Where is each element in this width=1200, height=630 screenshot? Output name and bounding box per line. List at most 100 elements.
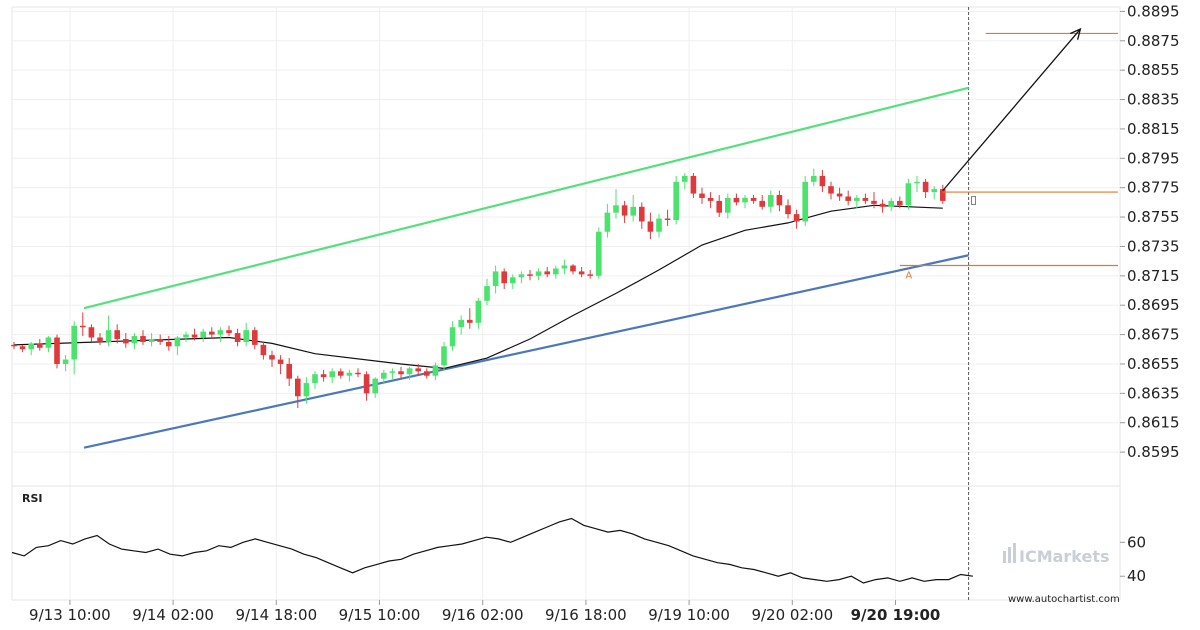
candle-body [80,325,86,328]
candle-body [845,196,851,201]
candle [269,350,275,367]
time-tick-label: 9/19 10:00 [648,606,730,624]
candle [776,190,783,212]
candle [510,274,516,290]
candle [492,265,499,294]
candle-body [183,334,189,338]
candle-body [613,205,619,213]
candle [725,193,731,219]
candle [28,341,34,356]
candle-body [71,325,77,360]
candle [561,259,568,275]
candle-body [673,181,679,220]
candle-body [28,343,34,350]
candle [286,358,292,386]
candle [183,331,189,342]
candle [673,175,679,225]
candle [845,190,851,206]
candle [458,315,464,335]
candle [312,371,318,389]
candle [828,181,834,200]
trend-channel [83,86,969,449]
candle [303,377,310,404]
candle [131,333,138,350]
candle-body [518,274,525,278]
candle [467,308,473,329]
candle-body [19,346,26,350]
candle [535,268,542,281]
candlesticks [11,168,946,409]
candle-body [157,338,163,342]
price-tick-label: 0.8895 [1127,2,1180,20]
candle [707,192,714,209]
candle-body [424,371,430,376]
candle [338,368,344,379]
price-tick-label: 0.8755 [1127,208,1180,226]
price-tick-label: 0.8815 [1127,120,1180,138]
price-tick-label: 0.8615 [1127,414,1180,432]
candle-body [45,337,52,348]
candle-body [544,271,550,275]
candle [862,193,869,204]
candle-body [191,334,198,338]
candle-body [303,383,310,397]
candle-body [441,346,447,366]
time-tick-label: 9/20 02:00 [751,606,833,624]
candle [922,178,929,198]
candle-body [501,271,507,284]
forecast-arrow [942,27,1082,192]
candle-body [828,186,834,194]
price-tick-label: 0.8795 [1127,149,1180,167]
candle [518,271,525,284]
candle-body [389,371,396,373]
candle-body [458,319,464,328]
candle-body [363,374,370,394]
candle [71,321,77,375]
candle [733,193,740,206]
candle-body [415,368,421,372]
rsi-label: RSI [22,492,43,505]
forecast-arrow-head-icon [1070,27,1082,40]
moving-average [13,204,943,370]
grid [11,6,1121,601]
candle-body [535,271,542,276]
price-tick-label: 0.8595 [1127,443,1180,461]
candle-body [277,359,284,364]
candle [11,341,17,350]
price-tick-label: 0.8855 [1127,61,1180,79]
candle [406,366,413,381]
rsi-line [11,517,973,584]
watermark: ICMarkets www.autochartist.com [1003,543,1120,605]
candle-body [854,197,860,201]
time-tick-label: 9/14 02:00 [132,606,214,624]
candle-body [372,378,378,394]
candle-body [759,200,765,207]
candle [639,202,645,229]
candle-body [914,181,920,184]
price-tick-label: 0.8875 [1127,32,1180,50]
candle-body [243,330,249,342]
candle [449,321,456,351]
price-tick-label: 0.8695 [1127,296,1180,314]
candle [174,336,181,356]
candle [123,333,129,348]
candle [346,369,353,382]
candle [897,196,903,209]
candle [432,362,439,381]
candle [656,214,662,238]
candle [785,199,791,219]
candle [295,375,301,409]
candle [587,269,593,279]
candle [355,368,361,378]
candle-body [312,374,318,384]
candle-body [346,372,353,376]
candle-body [114,330,120,339]
candle-body [656,218,662,232]
candle-body [570,265,576,272]
candle [105,315,112,347]
candle [793,209,800,229]
candle [802,175,808,226]
candle [690,172,697,198]
candle [905,178,912,210]
candle [424,368,430,379]
